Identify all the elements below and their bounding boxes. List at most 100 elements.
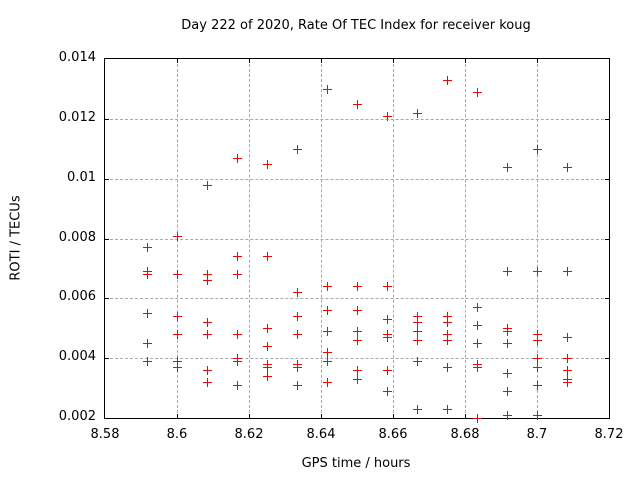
y-tick-mark	[605, 238, 609, 240]
x-tick-mark	[537, 59, 538, 63]
x-tick-mark	[249, 59, 250, 63]
data-point-marker	[233, 252, 243, 262]
data-point-marker	[233, 357, 243, 367]
data-point-marker	[503, 387, 513, 397]
data-point-marker	[443, 363, 452, 373]
data-point-marker	[562, 162, 572, 172]
data-point-marker	[533, 381, 542, 391]
y-tick-mark	[605, 178, 609, 180]
data-point-marker	[413, 312, 423, 322]
data-point-marker	[292, 330, 302, 340]
data-point-marker	[292, 381, 302, 391]
data-point-marker	[503, 327, 513, 337]
data-point-marker	[263, 372, 272, 382]
data-point-marker	[413, 318, 423, 328]
y-tick-label: 0.006	[58, 289, 96, 305]
data-point-marker	[562, 333, 572, 343]
y-tick-label: 0.002	[58, 409, 96, 424]
data-point-marker	[562, 267, 572, 277]
data-point-marker	[263, 324, 272, 334]
data-point-marker	[353, 306, 362, 316]
data-point-marker	[143, 270, 153, 280]
data-point-marker	[413, 327, 423, 337]
x-tick-mark	[249, 414, 250, 418]
data-point-marker	[173, 330, 182, 340]
data-point-marker	[143, 339, 153, 349]
data-point-marker	[202, 270, 212, 280]
y-gridline	[105, 118, 609, 120]
data-point-marker	[353, 99, 362, 109]
data-point-marker	[472, 87, 482, 97]
data-point-marker	[323, 84, 333, 94]
x-tick-mark	[393, 414, 394, 418]
data-point-marker	[503, 339, 513, 349]
data-point-marker	[382, 333, 392, 343]
data-point-marker	[382, 366, 392, 376]
data-point-marker	[173, 357, 182, 367]
x-axis-label: GPS time / hours	[301, 456, 411, 471]
data-point-marker	[472, 414, 482, 423]
y-gridline	[105, 238, 609, 240]
data-point-marker	[443, 405, 452, 415]
data-point-marker	[443, 336, 452, 346]
x-tick-label: 8.64	[306, 427, 336, 442]
data-point-marker	[443, 312, 452, 322]
data-point-marker	[263, 252, 272, 262]
data-point-marker	[353, 336, 362, 346]
data-point-marker	[202, 378, 212, 388]
data-point-marker	[173, 231, 182, 241]
y-tick-mark	[605, 298, 609, 300]
data-point-marker	[292, 312, 302, 322]
data-point-marker	[533, 336, 542, 346]
data-point-marker	[443, 318, 452, 328]
data-point-marker	[202, 318, 212, 328]
x-tick-mark	[393, 59, 394, 63]
data-point-marker	[263, 342, 272, 352]
data-point-marker	[323, 348, 333, 358]
data-point-marker	[353, 375, 362, 385]
data-point-marker	[323, 306, 333, 316]
data-point-marker	[233, 330, 243, 340]
data-point-marker	[233, 153, 243, 163]
y-tick-mark	[105, 118, 109, 120]
data-point-marker	[353, 366, 362, 376]
data-point-marker	[292, 144, 302, 154]
y-tick-label: 0.008	[58, 229, 96, 245]
x-tick-label: 8.68	[450, 427, 480, 442]
data-point-marker	[323, 327, 333, 337]
data-point-marker	[202, 366, 212, 376]
data-point-marker	[472, 303, 482, 313]
y-gridline	[105, 178, 609, 180]
y-tick-label: 0.01	[67, 169, 96, 185]
data-point-marker	[353, 327, 362, 337]
data-point-marker	[562, 354, 572, 364]
y-tick-label: 0.004	[58, 349, 96, 365]
data-point-marker	[323, 357, 333, 367]
x-tick-label: 8.58	[90, 427, 120, 442]
y-gridline	[105, 298, 609, 300]
plot-area	[104, 58, 610, 423]
data-point-marker	[143, 357, 153, 367]
x-tick-label: 8.72	[594, 427, 624, 442]
data-point-marker	[533, 267, 542, 277]
data-point-marker	[233, 381, 243, 391]
data-point-marker	[503, 162, 513, 172]
data-point-marker	[443, 75, 452, 85]
data-point-marker	[503, 411, 513, 420]
data-point-marker	[382, 387, 392, 397]
data-point-marker	[533, 411, 542, 420]
data-point-marker	[503, 267, 513, 277]
y-tick-label: 0.012	[58, 109, 96, 125]
x-tick-mark	[177, 59, 178, 63]
y-tick-label: 0.014	[58, 50, 96, 65]
y-tick-mark	[605, 358, 609, 360]
x-tick-mark	[321, 59, 322, 63]
data-point-marker	[143, 309, 153, 319]
data-point-marker	[443, 330, 452, 340]
data-point-marker	[323, 378, 333, 388]
data-point-marker	[263, 159, 272, 169]
chart-title: Day 222 of 2020, Rate Of TEC Index for r…	[181, 18, 531, 33]
data-point-marker	[263, 363, 272, 373]
y-gridline	[105, 358, 609, 360]
data-point-marker	[382, 282, 392, 292]
